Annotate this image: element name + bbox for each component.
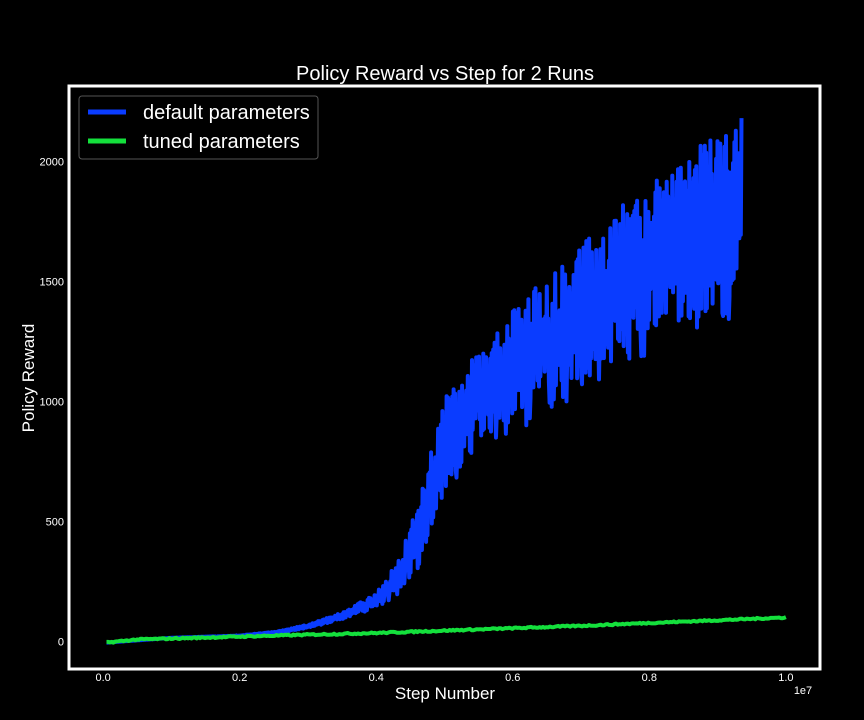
y-tick-label: 0: [58, 636, 64, 648]
y-axis: 0 500 1000 1500 2000: [40, 157, 64, 649]
x-axis-label: Step Number: [395, 684, 495, 703]
legend-label-default: default parameters: [143, 102, 310, 124]
x-tick-label: 0.0: [95, 672, 110, 684]
y-tick-label: 500: [46, 516, 64, 528]
x-tick-label: 0.6: [505, 672, 520, 684]
x-tick-label: 0.8: [642, 672, 657, 684]
y-tick-label: 1500: [40, 277, 64, 289]
x-tick-label: 0.4: [369, 672, 384, 684]
legend: default parameters tuned parameters: [78, 95, 319, 160]
plot-area: [105, 118, 787, 645]
x-axis: 0.0 0.2 0.4 0.6 0.8 1.0: [95, 672, 793, 684]
plot-frame: [67, 84, 822, 671]
x-offset-label: 1e7: [794, 685, 812, 697]
x-tick-label: 1.0: [778, 672, 793, 684]
series-line-tuned-parameters: [106, 615, 787, 645]
y-tick-label: 2000: [40, 157, 64, 169]
legend-label-tuned: tuned parameters: [143, 131, 300, 153]
y-tick-label: 1000: [40, 396, 64, 408]
y-axis-label: Policy Reward: [19, 324, 38, 433]
chart-title: Policy Reward vs Step for 2 Runs: [296, 63, 594, 85]
legend-box: [78, 95, 319, 160]
series-line-default-parameters: [105, 118, 744, 645]
x-tick-label: 0.2: [232, 672, 247, 684]
